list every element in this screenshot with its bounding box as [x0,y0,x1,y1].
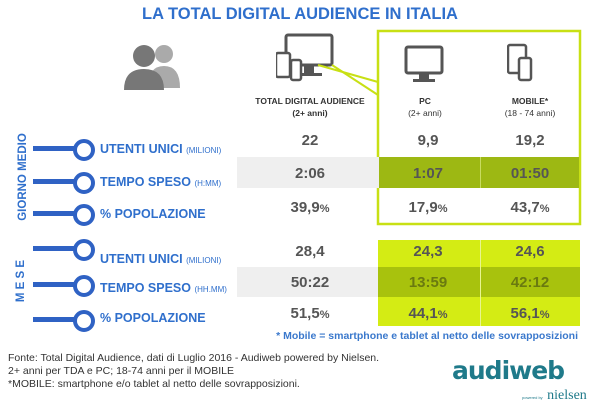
callout-lines [317,29,582,226]
value-pc: 13:59 [408,274,448,291]
row-label: UTENTI UNICI (MILIONI) [100,142,222,156]
value-tda: 39,9% [290,199,330,216]
devices-icon [276,33,334,82]
value-mobile: 01:50 [510,165,550,182]
connector-line [33,282,83,287]
highlight-cell [378,267,580,297]
section-month: M E S E [15,259,27,303]
connector-line [33,146,83,151]
connector-line [33,246,83,251]
section-day: GIORNO MEDIO [17,133,29,221]
divider [480,240,481,326]
value-tda: 22 [301,132,319,149]
value-pc: 1:07 [412,165,444,182]
row-label: % POPOLAZIONE [100,207,206,221]
row-label: TEMPO SPESO (H:MM) [100,175,222,189]
value-mobile: 56,1% [510,305,550,322]
circle-icon [73,275,95,297]
highlight-cell [379,157,579,188]
connector-line [33,211,83,216]
value-pc: 9,9 [417,132,439,149]
audiweb-logo: audiweb powered by nielsen [452,356,587,403]
circle-icon [73,172,95,194]
page-title: LA TOTAL DIGITAL AUDIENCE IN ITALIA [142,5,458,23]
value-tda: 51,5% [290,305,330,322]
row-label: % POPOLAZIONE [100,311,206,325]
connector-line [33,317,83,322]
value-tda: 2:06 [294,165,326,182]
row-band [237,267,379,297]
divider [480,157,481,188]
circle-icon [73,139,95,161]
value-mobile: 19,2 [515,132,545,149]
circle-icon [73,239,95,261]
value-mobile: 42:12 [510,274,550,291]
row-label: UTENTI UNICI (MILIONI) [100,252,222,266]
connector-line [33,179,83,184]
mobile-note: * Mobile = smartphone e tablet al netto … [276,330,578,342]
source-footer: Fonte: Total Digital Audience, dati di L… [8,352,380,390]
value-tda: 28,4 [295,243,325,260]
value-pc: 24,3 [413,243,443,260]
column-header-mobile: MOBILE* (18 - 74 anni) [504,96,556,118]
column-header-pc: PC (2+ anni) [408,96,442,118]
circle-icon [73,204,95,226]
mobile-devices-icon [507,43,533,82]
value-mobile: 43,7% [510,199,550,216]
row-band [237,157,379,188]
value-pc: 44,1% [408,305,448,322]
monitor-icon [404,45,444,82]
people-icon [124,45,180,90]
value-mobile: 24,6 [515,243,545,260]
circle-icon [73,310,95,332]
column-header-tda: TOTAL DIGITAL AUDIENCE (2+ anni) [255,96,365,118]
row-label: TEMPO SPESO (HH.MM) [100,281,227,295]
value-tda: 50:22 [290,274,330,291]
value-pc: 17,9% [408,199,448,216]
